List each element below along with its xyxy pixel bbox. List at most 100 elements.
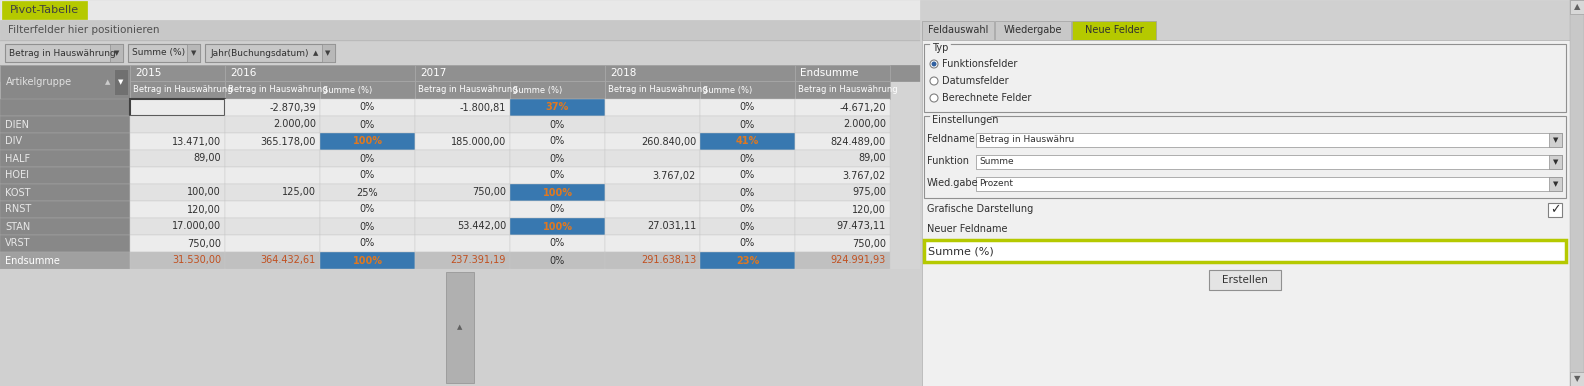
Text: ✓: ✓	[1549, 203, 1560, 217]
Text: 364.432,61: 364.432,61	[261, 256, 315, 266]
Text: 0%: 0%	[360, 171, 375, 181]
Bar	[0, 218, 130, 235]
Bar	[130, 184, 225, 201]
Bar	[605, 133, 700, 150]
Text: Jahr(Buchungsdatum): Jahr(Buchungsdatum)	[211, 49, 309, 58]
Bar	[130, 133, 225, 150]
Text: 125,00: 125,00	[282, 188, 315, 198]
Bar	[225, 218, 320, 235]
Bar	[605, 184, 700, 201]
Bar	[795, 218, 890, 235]
Bar	[225, 235, 320, 252]
Bar	[0, 201, 130, 218]
Text: RNST: RNST	[5, 205, 32, 215]
Text: ▼: ▼	[192, 50, 196, 56]
Text: Feldname: Feldname	[927, 134, 974, 144]
Bar	[320, 252, 415, 269]
Bar	[415, 218, 510, 235]
Text: Wiedergabe: Wiedergabe	[1004, 25, 1063, 35]
Bar	[415, 252, 510, 269]
Text: 0%: 0%	[740, 154, 756, 164]
Text: 0%: 0%	[550, 154, 565, 164]
Bar	[320, 235, 415, 252]
Text: 97.473,11: 97.473,11	[836, 222, 885, 232]
Text: ▼: ▼	[1574, 374, 1581, 384]
Bar	[320, 167, 415, 184]
Bar	[795, 252, 890, 269]
Bar	[0, 65, 130, 99]
Text: 0%: 0%	[550, 120, 565, 129]
Text: 3.767,02: 3.767,02	[843, 171, 885, 181]
Text: Feldauswahl: Feldauswahl	[928, 25, 988, 35]
Text: 260.840,00: 260.840,00	[642, 137, 695, 147]
Bar	[976, 133, 1562, 147]
Text: 0%: 0%	[740, 171, 756, 181]
Text: 37%: 37%	[546, 103, 569, 112]
Bar	[320, 201, 415, 218]
Text: Erstellen: Erstellen	[1223, 275, 1267, 285]
Bar	[795, 235, 890, 252]
Text: Betrag in Hauswährung: Betrag in Hauswährung	[228, 86, 328, 95]
Text: ▼: ▼	[114, 50, 120, 56]
Bar	[415, 235, 510, 252]
Text: 0%: 0%	[740, 205, 756, 215]
Bar	[130, 150, 225, 167]
Bar	[995, 21, 1071, 40]
Bar	[605, 218, 700, 235]
Bar	[930, 115, 990, 123]
Text: Summe: Summe	[979, 157, 1014, 166]
Text: 0%: 0%	[550, 171, 565, 181]
Bar	[0, 252, 130, 269]
Text: 13.471,00: 13.471,00	[173, 137, 222, 147]
Bar	[0, 116, 130, 133]
Bar	[415, 184, 510, 201]
Text: Betrag in Hauswährung: Betrag in Hauswährung	[418, 86, 518, 95]
Text: -4.671,20: -4.671,20	[840, 103, 885, 112]
Bar	[510, 99, 605, 116]
Bar	[322, 44, 334, 62]
Text: STAN: STAN	[5, 222, 30, 232]
Text: 2.000,00: 2.000,00	[843, 120, 885, 129]
Text: 23%: 23%	[737, 256, 759, 266]
Text: Berechnete Felder: Berechnete Felder	[942, 93, 1031, 103]
Text: 0%: 0%	[550, 239, 565, 249]
Text: Funktionsfelder: Funktionsfelder	[942, 59, 1017, 69]
Text: 0%: 0%	[550, 205, 565, 215]
Bar	[130, 116, 225, 133]
Bar	[510, 235, 605, 252]
Bar	[700, 116, 795, 133]
Bar	[700, 81, 795, 99]
Bar	[225, 99, 320, 116]
Bar	[923, 44, 1567, 112]
Bar	[114, 69, 128, 95]
Bar	[605, 116, 700, 133]
Text: 750,00: 750,00	[187, 239, 222, 249]
Text: ▼: ▼	[325, 50, 331, 56]
Text: Neue Felder: Neue Felder	[1085, 25, 1144, 35]
Text: 975,00: 975,00	[852, 188, 885, 198]
Text: ▼: ▼	[1554, 159, 1559, 165]
Text: 0%: 0%	[360, 205, 375, 215]
Bar	[795, 65, 890, 81]
Bar	[930, 43, 950, 51]
Text: Pivot-Tabelle: Pivot-Tabelle	[10, 5, 79, 15]
Text: 0%: 0%	[740, 239, 756, 249]
Bar	[320, 218, 415, 235]
Text: HALF: HALF	[5, 154, 30, 164]
Text: DIEN: DIEN	[5, 120, 29, 129]
Bar	[922, 40, 1570, 386]
Text: 0%: 0%	[740, 120, 756, 129]
Text: 0%: 0%	[740, 188, 756, 198]
Bar	[700, 252, 795, 269]
Bar	[415, 150, 510, 167]
Bar	[700, 167, 795, 184]
Bar	[510, 116, 605, 133]
Text: Summe (%): Summe (%)	[703, 86, 752, 95]
Text: Grafische Darstellung: Grafische Darstellung	[927, 204, 1033, 214]
Bar	[225, 133, 320, 150]
Bar	[415, 65, 605, 81]
Bar	[1570, 0, 1584, 386]
Bar	[510, 150, 605, 167]
Text: 100,00: 100,00	[187, 188, 222, 198]
Bar	[1549, 133, 1562, 147]
